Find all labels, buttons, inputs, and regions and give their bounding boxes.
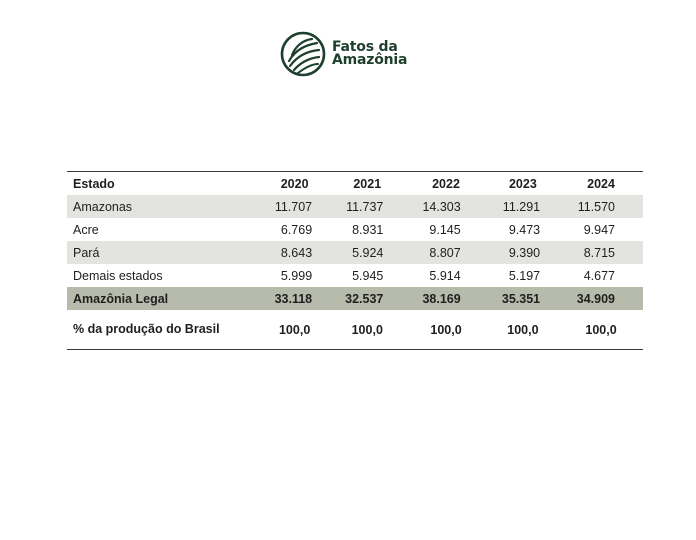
header-2021: 2021 [353, 176, 382, 191]
table-cell: 33.118 [260, 287, 330, 310]
table-cell: 11.291 [486, 195, 560, 218]
table-row-acre: Acre 6.769 8.931 9.145 9.473 9.947 [67, 218, 643, 241]
table-cell: 5.924 [329, 241, 406, 264]
brand-logo: Fatos da Amazônia [280, 30, 407, 78]
table-cell: 5.945 [352, 268, 384, 283]
table-row-para: Pará 8.643 5.924 8.807 9.390 8.715 [67, 241, 643, 264]
header-2024: 2024 [587, 176, 615, 191]
table-cell: 8.643 [260, 241, 330, 264]
header-estado: Estado [73, 176, 115, 191]
state-label: Amazônia Legal [67, 287, 261, 310]
table-cell: 11.737 [329, 195, 406, 218]
table-cell: 9.473 [508, 222, 541, 237]
table-row-amazonas: Amazonas 11.707 11.737 14.303 11.291 11.… [67, 195, 643, 218]
leaf-wave-logo-icon [280, 31, 326, 77]
table-cell: 100,0 [351, 322, 383, 337]
brand-name: Fatos da Amazônia [332, 39, 408, 68]
state-label: Pará [67, 241, 261, 264]
table-cell: 14.303 [405, 195, 487, 218]
state-label: Demais estados [73, 268, 163, 283]
table-cell: 4.677 [583, 268, 615, 283]
state-label: % da produção do Brasil [73, 322, 220, 336]
table-cell: 6.769 [280, 222, 313, 237]
table-cell: 100,0 [430, 322, 462, 337]
production-table: Estado 2020 2021 2022 2023 2024 Amazonas… [67, 171, 643, 350]
state-label: Amazonas [67, 195, 261, 218]
table-cell: 100,0 [507, 322, 539, 337]
table-cell: 34.909 [559, 287, 643, 310]
brand-name-line2: Amazônia [332, 52, 408, 68]
brand-name-line1: Fatos da [332, 39, 398, 55]
table-cell: 11.707 [260, 195, 330, 218]
table-row-percent-brasil: % da produção do Brasil 100,0 100,0 100,… [67, 310, 643, 350]
table-cell: 100,0 [585, 322, 617, 337]
table-cell: 100,0 [278, 322, 311, 337]
table-cell: 38.169 [405, 287, 487, 310]
header-2022: 2022 [432, 176, 460, 191]
table-cell: 35.351 [486, 287, 560, 310]
table-cell: 9.145 [429, 222, 461, 237]
table-cell: 5.999 [280, 268, 313, 283]
state-label: Acre [73, 222, 99, 237]
table-cell: 9.390 [486, 241, 560, 264]
table-cell: 8.715 [559, 241, 643, 264]
table-cell: 32.537 [329, 287, 406, 310]
table-cell: 11.570 [559, 195, 643, 218]
table-row-demais-estados: Demais estados 5.999 5.945 5.914 5.197 4… [67, 264, 643, 287]
table-row-amazonia-legal-total: Amazônia Legal 33.118 32.537 38.169 35.3… [67, 287, 643, 310]
header-2023: 2023 [508, 176, 537, 191]
table-cell: 5.914 [429, 268, 461, 283]
table-header-row: Estado 2020 2021 2022 2023 2024 [67, 171, 643, 196]
table-cell: 9.947 [583, 222, 615, 237]
table-cell: 5.197 [508, 268, 541, 283]
header-2020: 2020 [280, 176, 309, 191]
table-cell: 8.807 [405, 241, 487, 264]
table-cell: 8.931 [352, 222, 384, 237]
